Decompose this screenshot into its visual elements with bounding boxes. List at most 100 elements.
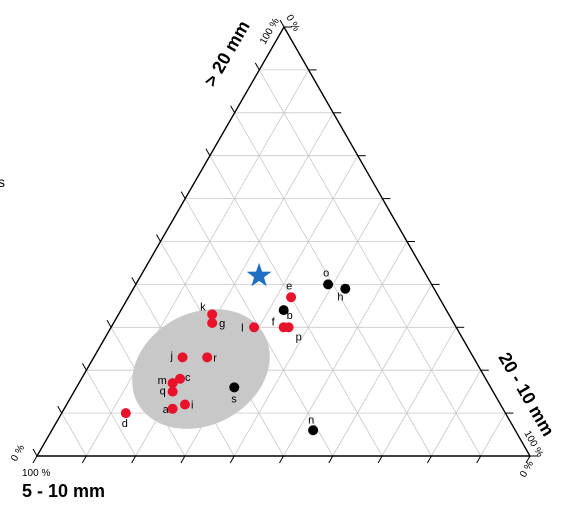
point-marker — [179, 399, 190, 410]
data-point: r — [202, 352, 217, 364]
tick-mark — [131, 455, 137, 464]
tick-mark — [131, 277, 137, 285]
top-axis-label: > 20 mm — [200, 17, 254, 90]
point-label: m — [158, 375, 167, 387]
point-label: k — [200, 301, 206, 313]
grid-line — [480, 412, 506, 457]
tick-mark — [205, 148, 211, 156]
point-marker — [167, 378, 178, 389]
data-point: h — [337, 283, 351, 304]
tick-mark — [32, 448, 38, 457]
point-label: j — [170, 350, 173, 362]
tick-mark — [180, 455, 186, 464]
point-marker — [175, 373, 186, 384]
tick-mark — [57, 405, 63, 414]
point-label: d — [122, 418, 128, 430]
grid-line — [332, 284, 432, 457]
tick-mark — [229, 455, 235, 464]
grid-line — [381, 327, 457, 457]
axis-ticks — [32, 19, 538, 464]
point-label: p — [296, 331, 302, 343]
right-axis-label: 20 - 10 mm — [495, 349, 559, 440]
point-marker — [286, 292, 297, 303]
point-marker — [120, 408, 131, 419]
data-point: o — [323, 267, 334, 290]
star-icon — [246, 262, 272, 287]
left-axis-max-label: 100 % — [22, 468, 50, 479]
data-point: a — [163, 403, 178, 416]
data-point: k — [200, 301, 218, 320]
point-label: l — [241, 322, 243, 334]
grid-line — [258, 69, 482, 457]
left-axis-min-label: 0 % — [9, 443, 27, 464]
point-label: i — [191, 400, 193, 412]
data-point: j — [170, 350, 188, 363]
point-marker — [278, 305, 289, 316]
data-point: q — [160, 386, 178, 398]
point-marker — [283, 322, 294, 333]
grid-line — [85, 69, 309, 457]
data-point: n — [308, 414, 319, 436]
point-label: c — [185, 372, 191, 384]
tick-mark — [32, 455, 38, 464]
point-marker — [177, 352, 188, 363]
point-marker — [207, 318, 218, 329]
point-label: a — [163, 404, 170, 416]
data-point: g — [207, 318, 225, 330]
point-marker — [202, 352, 213, 363]
data-point: c — [175, 372, 191, 384]
point-label: r — [213, 352, 217, 364]
tick-mark — [426, 455, 432, 464]
grid-line — [283, 241, 408, 457]
point-marker — [308, 425, 319, 436]
stray-text: s — [0, 174, 5, 190]
point-marker — [340, 283, 351, 294]
point-marker — [167, 403, 178, 414]
data-point: i — [179, 399, 193, 412]
point-marker — [207, 309, 218, 320]
tick-mark — [328, 455, 334, 464]
point-label: o — [323, 267, 329, 279]
point-label: f — [272, 316, 276, 328]
point-label: g — [219, 318, 225, 330]
tick-mark — [81, 455, 87, 464]
tick-mark — [254, 62, 260, 71]
data-point: b — [278, 305, 293, 322]
data-point: m — [158, 375, 178, 389]
top-axis-min-label: 0 % — [518, 459, 536, 480]
grid — [61, 69, 506, 457]
grid-line — [209, 155, 383, 457]
data-point: d — [120, 408, 131, 430]
tick-mark — [525, 455, 531, 464]
point-marker — [249, 322, 260, 333]
tick-mark — [156, 234, 161, 242]
tick-mark — [81, 362, 87, 371]
tick-mark — [279, 455, 284, 464]
point-label: h — [337, 292, 343, 304]
data-point: l — [241, 322, 260, 334]
tick-mark — [106, 320, 112, 328]
data-point: s — [229, 382, 240, 405]
point-label: b — [287, 310, 293, 322]
left-axis-label: 5 - 10 mm — [22, 481, 105, 501]
tick-mark — [279, 19, 285, 28]
tick-mark — [230, 105, 236, 114]
point-label: s — [231, 393, 237, 405]
data-point: e — [286, 280, 297, 303]
grid-line — [61, 412, 87, 457]
top-axis-max-label: 100 % — [258, 16, 282, 46]
point-marker — [229, 382, 240, 393]
tick-mark — [476, 455, 482, 464]
point-label: e — [286, 280, 292, 292]
grey-region — [132, 309, 270, 429]
data-point: p — [283, 322, 302, 343]
point-marker — [323, 279, 334, 290]
point-label: n — [308, 414, 314, 426]
tick-mark — [377, 455, 383, 464]
tick-mark — [180, 191, 186, 199]
grid-line — [431, 370, 482, 457]
star-marker — [246, 262, 272, 287]
point-marker — [167, 386, 178, 397]
point-label: q — [160, 386, 166, 398]
